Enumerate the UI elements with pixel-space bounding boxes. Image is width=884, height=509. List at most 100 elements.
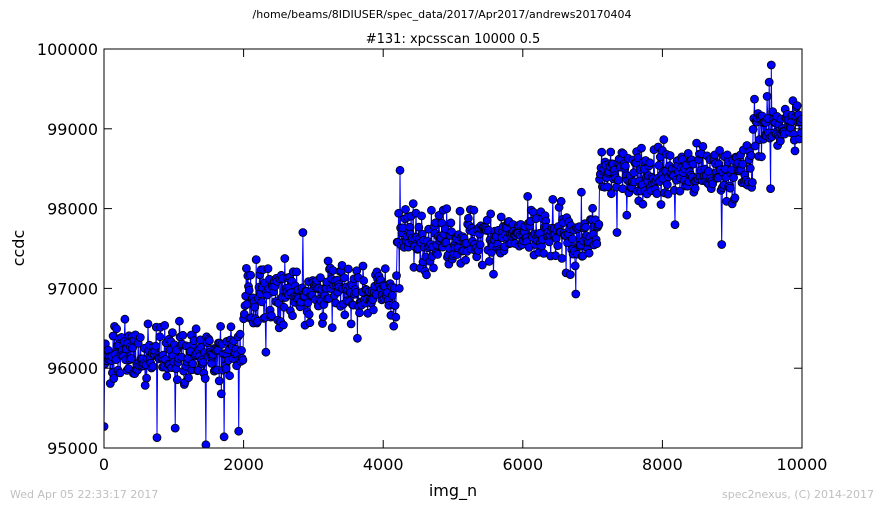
x-tick-label: 4000 [363, 455, 404, 474]
data-point [592, 239, 602, 249]
data-point [152, 433, 162, 443]
data-point [659, 135, 669, 145]
data-point [304, 309, 314, 319]
data-point [688, 159, 698, 169]
data-point [340, 310, 350, 320]
data-point [557, 253, 567, 263]
data-point [417, 211, 427, 221]
data-point [214, 376, 224, 386]
data-point [250, 302, 260, 312]
data-point [496, 212, 506, 222]
data-point [654, 160, 664, 170]
chart-title: #131: xpcsscan 10000 0.5 [366, 32, 541, 47]
data-point [748, 124, 758, 134]
data-point [622, 210, 632, 220]
data-point [414, 222, 424, 232]
data-point [618, 184, 627, 194]
data-point [577, 187, 586, 197]
data-point [155, 332, 165, 342]
data-point [790, 146, 800, 156]
data-point [303, 298, 313, 308]
data-point [663, 189, 673, 199]
y-tick-label: 100000 [37, 40, 98, 59]
data-point [426, 205, 436, 215]
data-point [246, 270, 256, 280]
data-point [143, 319, 153, 329]
data-point [267, 311, 276, 321]
data-point [463, 213, 473, 223]
data-point [486, 209, 496, 219]
data-point [339, 273, 349, 283]
data-point [442, 204, 452, 214]
data-point [750, 141, 760, 151]
data-point [394, 208, 404, 218]
data-point [380, 264, 390, 274]
data-point [796, 128, 802, 138]
data-point [352, 333, 362, 343]
data-point [368, 305, 378, 315]
data-point [612, 228, 622, 237]
data-point [327, 323, 337, 333]
data-point [717, 240, 727, 249]
data-point [278, 320, 288, 330]
timestamp-footer: Wed Apr 05 22:33:17 2017 [10, 488, 159, 501]
data-point [614, 175, 623, 185]
data-point [140, 380, 150, 390]
data-point [343, 264, 353, 274]
data-point [645, 158, 655, 168]
y-tick-label: 98000 [47, 200, 98, 219]
data-point [204, 336, 214, 346]
data-point [764, 77, 774, 87]
data-point [698, 141, 708, 151]
data-point [597, 147, 607, 157]
data-point [455, 206, 465, 216]
data-point [112, 324, 121, 334]
data-point [475, 240, 485, 250]
data-point [394, 283, 404, 293]
data-point [226, 322, 236, 332]
data-point [261, 347, 271, 357]
data-point [606, 147, 616, 157]
data-point [584, 248, 594, 258]
data-point [422, 270, 431, 280]
data-point [652, 189, 662, 199]
data-point [174, 316, 184, 326]
data-point [216, 321, 226, 331]
data-point [766, 184, 775, 194]
data-point [715, 145, 724, 155]
y-tick-label: 96000 [47, 359, 98, 378]
data-point [665, 151, 675, 160]
data-point [429, 263, 438, 273]
data-point [762, 92, 772, 101]
data-point [571, 289, 581, 299]
data-point [433, 249, 443, 259]
data-point [746, 151, 756, 160]
x-tick-label: 6000 [502, 455, 543, 474]
data-point [553, 241, 563, 251]
data-point [235, 329, 245, 339]
data-point [730, 193, 740, 203]
x-tick-label: 2000 [223, 455, 264, 474]
data-point [234, 426, 244, 436]
data-point [565, 270, 575, 280]
data-point [188, 359, 198, 369]
data-point [219, 432, 229, 442]
data-point [280, 254, 290, 263]
data-point [315, 273, 325, 283]
y-axis-label: ccdc [9, 230, 28, 267]
data-point [305, 318, 315, 328]
axis-ticks-layer: 0 2000 4000 6000 8000 10000 95000 96000 97000 980… [37, 40, 828, 474]
data-point [346, 319, 356, 329]
data-point [358, 261, 368, 271]
data-point [216, 389, 226, 399]
data-point [167, 328, 177, 338]
data-point [792, 101, 802, 110]
data-point [670, 220, 680, 230]
data-point [191, 324, 201, 334]
data-point [656, 200, 666, 209]
data-point [387, 291, 397, 300]
x-tick-label: 0 [99, 455, 109, 474]
data-point [244, 285, 254, 295]
x-tick-label: 8000 [642, 455, 683, 474]
data-point [135, 333, 145, 342]
